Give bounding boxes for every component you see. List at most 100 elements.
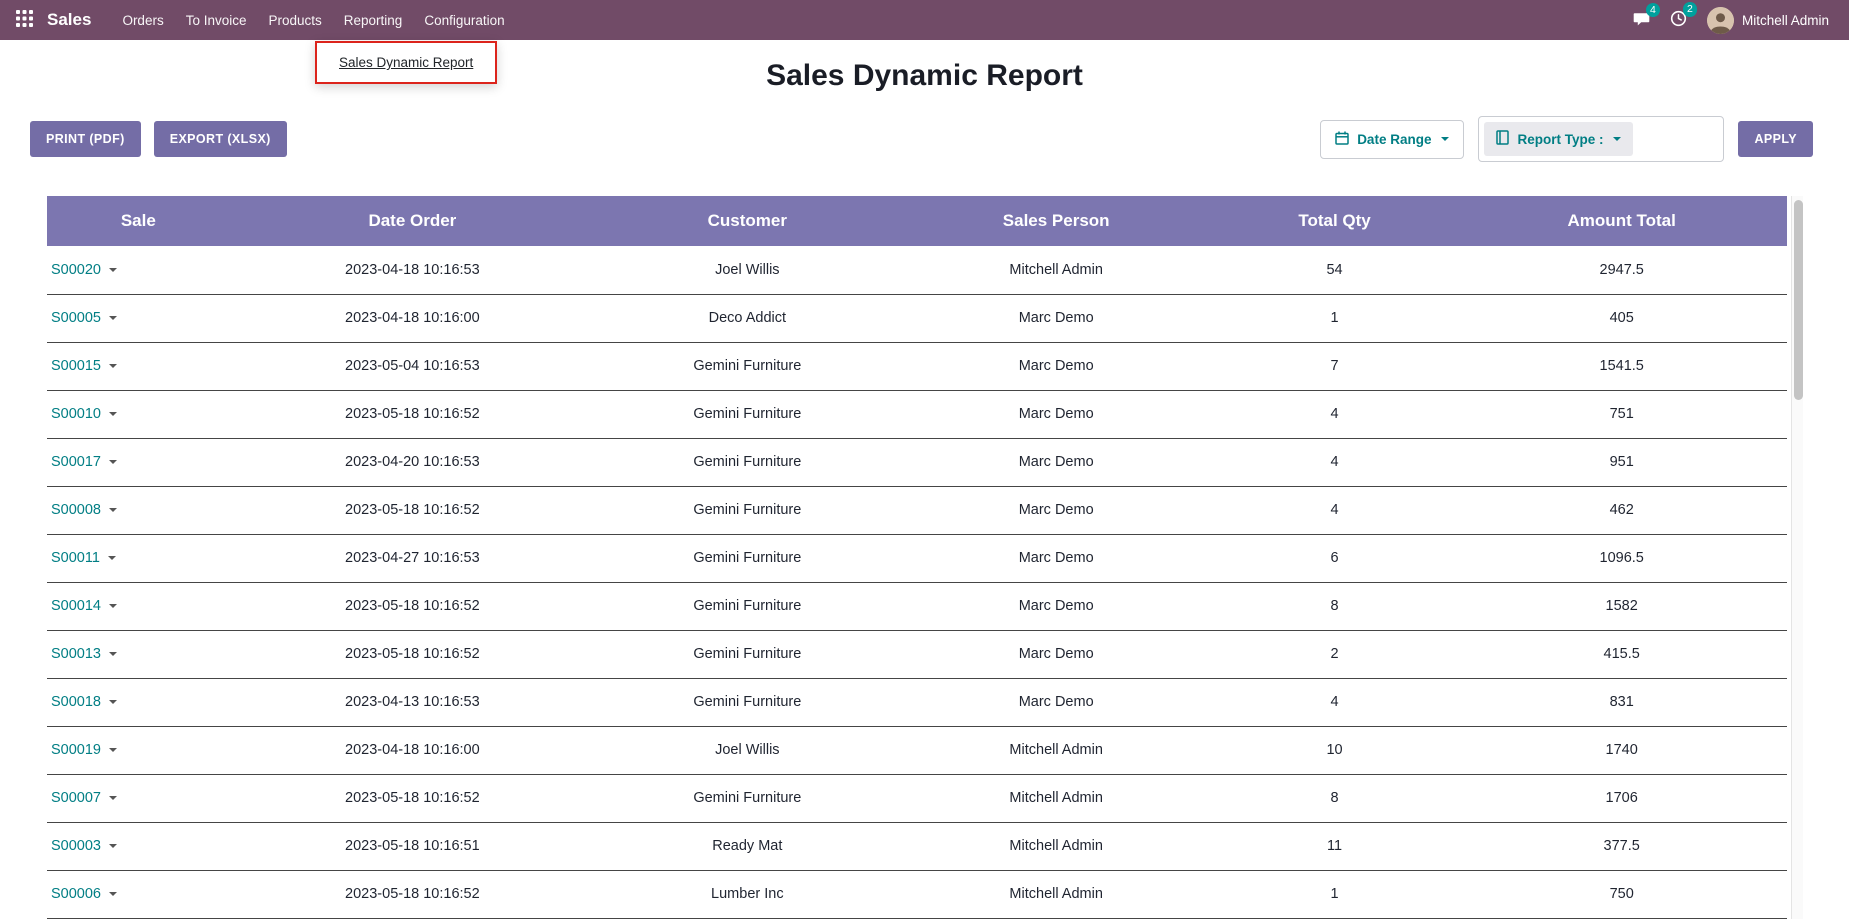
caret-down-icon: [109, 748, 117, 752]
nav-item-orders[interactable]: Orders: [122, 12, 164, 28]
nav-item-products[interactable]: Products: [268, 12, 322, 28]
amount-total-cell: 462: [1456, 486, 1787, 535]
book-icon: [1496, 130, 1510, 148]
sale-order-link[interactable]: S00003: [51, 838, 117, 854]
amount-total-cell: 751: [1456, 390, 1787, 439]
sale-cell: S00005: [47, 294, 230, 343]
salesperson-cell: Marc Demo: [899, 294, 1213, 343]
sale-order-link[interactable]: S00011: [51, 550, 116, 566]
date-range-button[interactable]: Date Range: [1320, 119, 1465, 159]
total-qty-cell: 8: [1212, 774, 1457, 823]
sale-order-link[interactable]: S00020: [51, 262, 117, 278]
total-qty-cell: 1: [1212, 870, 1457, 919]
date-order-cell: 2023-05-18 10:16:52: [229, 630, 596, 679]
chat-icon: [1633, 11, 1650, 30]
amount-total-cell: 750: [1456, 870, 1787, 919]
sale-order-link[interactable]: S00014: [51, 598, 117, 614]
header-sale: Sale: [47, 196, 230, 246]
customer-cell: Gemini Furniture: [595, 582, 900, 631]
caret-down-icon: [109, 364, 117, 368]
filter-controls: Date Range Report Type : APPLY: [1320, 116, 1813, 162]
app-name[interactable]: Sales: [47, 10, 92, 29]
amount-total-cell: 1096.5: [1456, 534, 1787, 583]
customer-cell: Gemini Furniture: [595, 678, 900, 727]
avatar: [1706, 6, 1734, 34]
activities-button[interactable]: 2: [1670, 2, 1697, 30]
table-body: S00020 2023-04-18 10:16:53 Joel Willis Mitc…: [47, 246, 1787, 919]
apps-menu-button[interactable]: [12, 6, 37, 34]
sale-order-link[interactable]: S00019: [51, 742, 117, 758]
date-order-cell: 2023-05-04 10:16:53: [229, 342, 596, 391]
top-navbar: Sales Orders To Invoice Products Reporti…: [0, 0, 1849, 40]
table-row: S00017 2023-04-20 10:16:53 Gemini Furnitur…: [47, 438, 1787, 487]
table-header-row: Sale Date Order Customer Sales Person To…: [47, 196, 1787, 246]
salesperson-cell: Marc Demo: [899, 630, 1213, 679]
header-amount-total: Amount Total: [1456, 196, 1787, 246]
date-order-cell: 2023-05-18 10:16:51: [229, 822, 596, 871]
amount-total-cell: 1582: [1456, 582, 1787, 631]
sale-cell: S00017: [47, 438, 230, 487]
annotation-highlight-box: Sales Dynamic Report: [315, 41, 498, 84]
table-row: S00011 2023-04-27 10:16:53 Gemini Furnitur…: [47, 534, 1787, 583]
table-row: S00010 2023-05-18 10:16:52 Gemini Furnitur…: [47, 390, 1787, 439]
salesperson-cell: Marc Demo: [899, 582, 1213, 631]
total-qty-cell: 4: [1212, 390, 1457, 439]
sale-cell: S00019: [47, 726, 230, 775]
sale-order-link[interactable]: S00013: [51, 646, 117, 662]
customer-cell: Lumber Inc: [595, 870, 900, 919]
sale-order-link[interactable]: S00010: [51, 406, 117, 422]
table-row: S00005 2023-04-18 10:16:00 Deco Addict Marc…: [47, 294, 1787, 343]
salesperson-cell: Mitchell Admin: [899, 246, 1213, 295]
caret-down-icon: [109, 267, 117, 272]
date-order-cell: 2023-05-18 10:16:52: [229, 774, 596, 823]
salesperson-cell: Mitchell Admin: [899, 726, 1213, 775]
sale-cell: S00006: [47, 870, 230, 919]
salesperson-cell: Marc Demo: [899, 678, 1213, 727]
date-order-cell: 2023-04-18 10:16:00: [229, 726, 596, 775]
sale-order-link[interactable]: S00008: [51, 502, 117, 518]
caret-down-icon: [109, 412, 117, 416]
nav-item-reporting[interactable]: Reporting: [343, 12, 403, 28]
date-order-cell: 2023-04-20 10:16:53: [229, 438, 596, 487]
total-qty-cell: 2: [1212, 630, 1457, 679]
caret-down-icon: [107, 556, 116, 560]
export-xlsx-button[interactable]: EXPORT (XLSX): [153, 121, 287, 157]
customer-cell: Deco Addict: [595, 294, 900, 343]
amount-total-cell: 377.5: [1456, 822, 1787, 871]
date-order-cell: 2023-05-18 10:16:52: [229, 582, 596, 631]
vertical-scrollbar[interactable]: [1791, 196, 1803, 919]
sale-order-link[interactable]: S00007: [51, 790, 117, 806]
report-type-box: Report Type :: [1478, 116, 1725, 162]
sale-order-link[interactable]: S00006: [51, 886, 117, 902]
header-total-qty: Total Qty: [1212, 196, 1457, 246]
sale-cell: S00010: [47, 390, 230, 439]
messages-button[interactable]: 4: [1633, 2, 1660, 30]
report-type-button[interactable]: Report Type :: [1484, 122, 1634, 156]
sale-order-link[interactable]: S00015: [51, 358, 117, 374]
date-range-label: Date Range: [1357, 131, 1432, 147]
caret-down-icon: [109, 652, 117, 656]
table-row: S00018 2023-04-13 10:16:53 Gemini Furnitur…: [47, 678, 1787, 727]
apply-button[interactable]: APPLY: [1738, 121, 1813, 157]
scrollbar-thumb[interactable]: [1793, 200, 1803, 400]
date-order-cell: 2023-05-18 10:16:52: [229, 390, 596, 439]
sale-order-link[interactable]: S00018: [51, 694, 117, 710]
sale-order-link[interactable]: S00017: [51, 454, 117, 470]
sale-order-link[interactable]: S00005: [51, 310, 117, 326]
user-menu[interactable]: Mitchell Admin: [1706, 6, 1829, 34]
table-row: S00020 2023-04-18 10:16:53 Joel Willis Mitc…: [47, 246, 1787, 295]
print-pdf-button[interactable]: PRINT (PDF): [30, 121, 141, 157]
caret-down-icon: [109, 460, 117, 464]
table-row: S00013 2023-05-18 10:16:52 Gemini Furnitur…: [47, 630, 1787, 679]
date-order-cell: 2023-04-18 10:16:00: [229, 294, 596, 343]
date-order-cell: 2023-05-18 10:16:52: [229, 870, 596, 919]
nav-item-configuration[interactable]: Configuration: [424, 12, 505, 28]
salesperson-cell: Marc Demo: [899, 486, 1213, 535]
total-qty-cell: 4: [1212, 486, 1457, 535]
sale-cell: S00018: [47, 678, 230, 727]
nav-item-to-invoice[interactable]: To Invoice: [185, 12, 247, 28]
menu-item-sales-dynamic-report[interactable]: Sales Dynamic Report: [317, 43, 496, 82]
customer-cell: Gemini Furniture: [595, 534, 900, 583]
amount-total-cell: 405: [1456, 294, 1787, 343]
activities-badge: 2: [1682, 2, 1697, 17]
